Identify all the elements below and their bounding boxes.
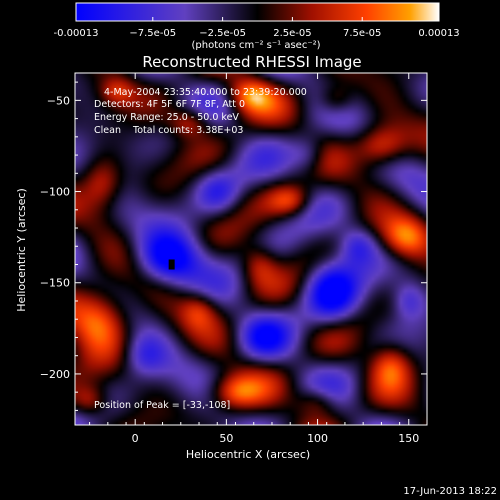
annotation-total-counts: Clean Total counts: 3.38E+03 (94, 125, 243, 136)
annotation-time-range: 4-May-2004 23:35:40.000 to 23:39:20.000 (104, 87, 307, 98)
x-axis-label: Heliocentric X (arcsec) (186, 448, 310, 461)
colorbar-tick-label: 2.5e-05 (273, 28, 311, 39)
annotation-energy-range: Energy Range: 25.0 - 50.0 keV (94, 112, 239, 123)
heatmap-image (75, 73, 427, 425)
y-tick-label: −100 (40, 186, 70, 199)
colorbar-tick-label: −7.5e-05 (129, 28, 176, 39)
axes: 0 50 100 150 −200 −150 −100 −50 (40, 72, 428, 445)
x-tick-label: 150 (398, 432, 419, 445)
colorbar-tick-label: 7.5e-05 (343, 28, 381, 39)
annotation-detectors: Detectors: 4F 5F 6F 7F 8F, Att 0 (94, 99, 245, 110)
y-tick-label: −50 (47, 94, 70, 107)
colorbar-tick-label: −2.5e-05 (199, 28, 246, 39)
y-tick-label: −150 (40, 277, 70, 290)
x-tick-label: 0 (132, 432, 139, 445)
colorbar-tick-label: 0.00013 (418, 28, 459, 39)
y-axis-label: Heliocentric Y (arcsec) (15, 188, 28, 312)
colorbar (75, 2, 440, 22)
colorbar-unit-label: (photons cm⁻² s⁻¹ asec⁻²) (191, 40, 320, 51)
x-tick-label: 100 (307, 432, 328, 445)
annotation-peak-position: Position of Peak = [-33,-108] (94, 400, 230, 411)
y-tick-label: −200 (40, 368, 70, 381)
peak-marker (168, 259, 175, 270)
chart-title: Reconstructed RHESSI Image (142, 53, 361, 71)
heatmap-plot-area (75, 73, 427, 425)
x-tick-label: 50 (219, 432, 233, 445)
colorbar-tick-label: -0.00013 (54, 28, 99, 39)
plot-frame (74, 72, 428, 426)
colorbar-ticks: -0.00013 −7.5e-05 −2.5e-05 2.5e-05 7.5e-05 0.… (54, 17, 460, 39)
footer-date: 17-Jun-2013 18:22 (403, 486, 497, 497)
